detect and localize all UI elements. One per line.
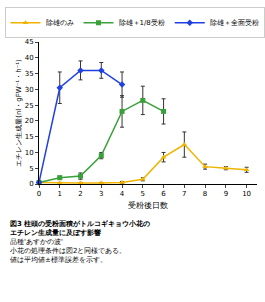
svg-text:45: 45 bbox=[25, 38, 34, 46]
svg-text:6: 6 bbox=[161, 190, 166, 198]
svg-text:5: 5 bbox=[29, 165, 33, 173]
svg-text:受粉後日数: 受粉後日数 bbox=[128, 201, 168, 210]
svg-text:9: 9 bbox=[224, 190, 228, 198]
svg-text:7: 7 bbox=[182, 190, 186, 198]
svg-text:1: 1 bbox=[58, 190, 62, 198]
svg-text:2: 2 bbox=[78, 190, 82, 198]
svg-text:0: 0 bbox=[37, 190, 41, 198]
svg-text:除雄のみ: 除雄のみ bbox=[46, 19, 74, 27]
svg-text:3: 3 bbox=[99, 190, 103, 198]
svg-text:エチレン生成量(nl・gFW⁻¹・h⁻¹): エチレン生成量(nl・gFW⁻¹・h⁻¹) bbox=[15, 59, 23, 167]
svg-text:図3 柱頭の受粉面積がトルコギキョウ小花のエチレン生成量に及: 図3 柱頭の受粉面積がトルコギキョウ小花のエチレン生成量に及ぼす影響品種'あすか… bbox=[10, 219, 150, 264]
svg-text:5: 5 bbox=[141, 190, 145, 198]
svg-text:10: 10 bbox=[242, 190, 251, 198]
svg-text:除雄＋1/8受粉: 除雄＋1/8受粉 bbox=[119, 19, 165, 27]
svg-text:25: 25 bbox=[25, 102, 34, 110]
svg-text:20: 20 bbox=[25, 117, 34, 125]
svg-text:8: 8 bbox=[203, 190, 207, 198]
svg-text:15: 15 bbox=[25, 133, 34, 141]
svg-text:除雄＋全面受粉: 除雄＋全面受粉 bbox=[210, 19, 259, 27]
svg-text:40: 40 bbox=[25, 54, 34, 62]
svg-text:4: 4 bbox=[120, 190, 125, 198]
svg-text:10: 10 bbox=[25, 149, 34, 157]
svg-text:0: 0 bbox=[29, 180, 33, 188]
svg-text:30: 30 bbox=[25, 86, 34, 94]
svg-text:35: 35 bbox=[25, 70, 34, 78]
